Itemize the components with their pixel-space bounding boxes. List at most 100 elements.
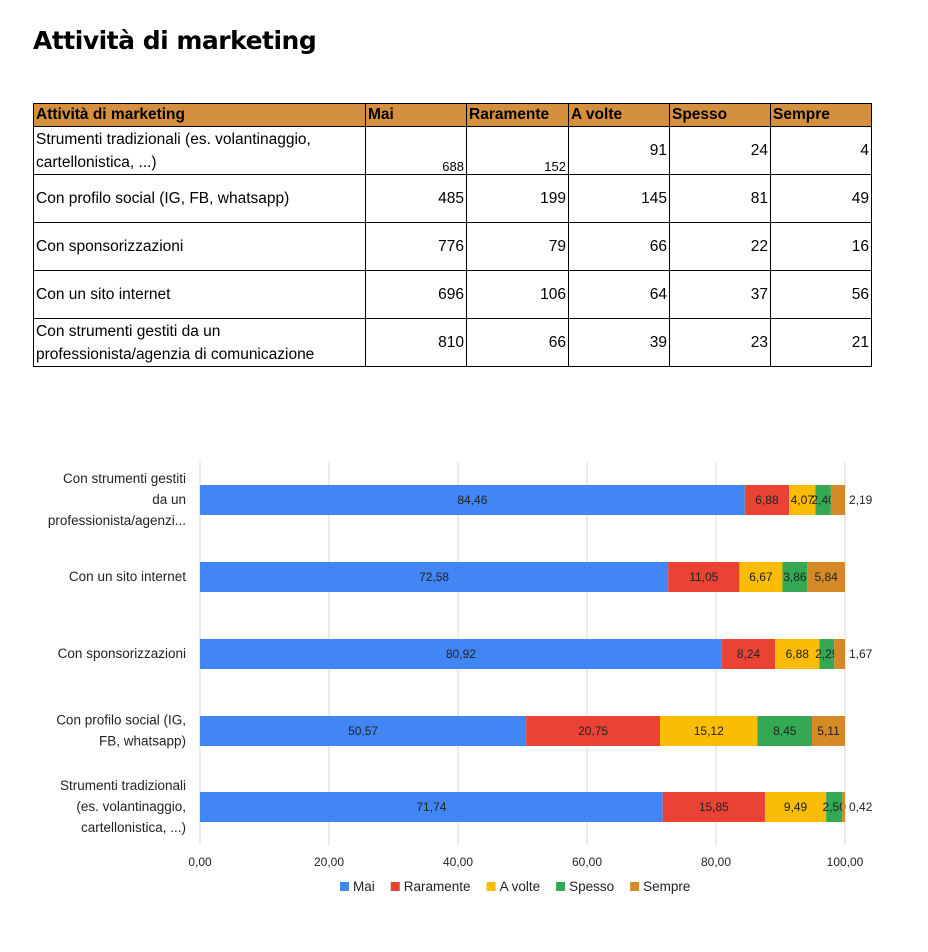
category-label: (es. volantinaggio, — [76, 799, 186, 814]
table-row: Strumenti tradizionali (es. volantinaggi… — [33, 126, 872, 175]
table-cell: 810 — [365, 318, 467, 367]
legend-swatch — [340, 882, 349, 891]
category-label: Con un sito internet — [69, 569, 186, 584]
legend-swatch — [556, 882, 566, 891]
data-label: 15,12 — [694, 724, 724, 738]
data-label: 2,50 — [823, 800, 847, 814]
data-label: 84,46 — [457, 493, 487, 507]
table-cell: 91 — [568, 126, 670, 175]
legend-label: Sempre — [643, 879, 690, 894]
page-title: Attività di marketing — [33, 26, 317, 55]
legend-label: Mai — [353, 879, 375, 894]
bar-segment-mai — [200, 716, 527, 746]
data-label: 6,67 — [749, 570, 773, 584]
table-cell: 49 — [770, 174, 872, 223]
data-label: 3,86 — [783, 570, 807, 584]
column-header: A volte — [568, 103, 670, 127]
data-label: 20,75 — [578, 724, 608, 738]
data-label: 2,29 — [815, 647, 839, 661]
table-cell: 64 — [568, 270, 670, 319]
bar-segment-a-volte — [764, 792, 827, 822]
table-row: Con strumenti gestiti da un professionist… — [33, 318, 872, 367]
table-cell: 4 — [770, 126, 872, 175]
bar-segment-mai — [200, 639, 722, 669]
table-cell: 688 — [365, 126, 467, 175]
table-header-row: Attività di marketing Mai Raramente A volte… — [33, 103, 872, 127]
data-label: 4,07 — [791, 493, 815, 507]
column-header: Sempre — [770, 103, 872, 127]
x-tick-label: 20,00 — [314, 855, 344, 869]
category-label: FB, whatsapp) — [99, 734, 186, 749]
data-label: 0,42 — [849, 800, 873, 814]
data-label: 6,88 — [786, 647, 810, 661]
table-row: Con profilo social (IG, FB, whatsapp) 485… — [33, 174, 872, 223]
table-row: Con sponsorizzazioni 776 79 66 22 16 — [33, 222, 872, 271]
bar-segment-a-volte — [789, 485, 816, 515]
data-label: 1,67 — [849, 647, 873, 661]
category-label: da un — [152, 492, 186, 507]
row-label: Con strumenti gestiti da un professionist… — [33, 318, 366, 367]
data-label: 15,85 — [699, 800, 729, 814]
bar-segment-mai — [200, 562, 669, 592]
row-label: Con profilo social (IG, FB, whatsapp) — [33, 174, 366, 223]
data-label: 72,58 — [419, 570, 449, 584]
data-table: Attività di marketing Mai Raramente A volte… — [33, 103, 872, 367]
bar-segment-raramente — [668, 562, 740, 592]
column-header: Raramente — [466, 103, 569, 127]
table-cell: 16 — [770, 222, 872, 271]
bar-segment-mai — [200, 485, 745, 515]
bar-segment-a-volte — [775, 639, 820, 669]
legend-label: Spesso — [569, 879, 614, 894]
table-cell: 485 — [365, 174, 467, 223]
table-cell: 21 — [770, 318, 872, 367]
x-tick-label: 80,00 — [701, 855, 731, 869]
bar-segment-spesso — [757, 716, 813, 746]
table-cell: 22 — [669, 222, 771, 271]
column-header: Spesso — [669, 103, 771, 127]
legend-swatch — [486, 882, 496, 891]
data-label: 50,57 — [348, 724, 378, 738]
row-label: Strumenti tradizionali (es. volantinaggi… — [33, 126, 366, 175]
row-label: Con sponsorizzazioni — [33, 222, 366, 271]
table-row: Con un sito internet 696 106 64 37 56 — [33, 270, 872, 319]
bar-segment-sempre — [812, 716, 845, 746]
data-label: 8,45 — [773, 724, 797, 738]
legend-label: Raramente — [404, 879, 471, 894]
legend-label: A volte — [500, 879, 541, 894]
data-label: 71,74 — [416, 800, 446, 814]
table-cell: 56 — [770, 270, 872, 319]
bar-segment-sempre — [807, 562, 845, 592]
data-label: 11,05 — [689, 570, 718, 584]
row-label: Con un sito internet — [33, 270, 366, 319]
bar-segment-a-volte — [739, 562, 783, 592]
category-label: Strumenti tradizionali — [60, 778, 186, 793]
data-label: 2,19 — [849, 493, 873, 507]
bar-segment-spesso — [815, 485, 831, 515]
legend-swatch — [390, 882, 400, 891]
table-cell: 145 — [568, 174, 670, 223]
bar-segment-spesso — [826, 792, 843, 822]
data-label: 5,84 — [814, 570, 838, 584]
data-label: 9,49 — [784, 800, 808, 814]
column-header: Mai — [365, 103, 467, 127]
table-cell: 106 — [466, 270, 569, 319]
table-cell: 37 — [669, 270, 771, 319]
bar-segment-sempre — [830, 485, 845, 515]
bar-segment-mai — [200, 792, 663, 822]
bar-segment-raramente — [744, 485, 790, 515]
data-label: 5,11 — [817, 724, 840, 738]
data-label: 80,92 — [446, 647, 476, 661]
data-label: 2,40 — [811, 493, 835, 507]
bar-segment-raramente — [721, 639, 776, 669]
table-cell: 776 — [365, 222, 467, 271]
data-label: 6,88 — [755, 493, 779, 507]
table-cell: 39 — [568, 318, 670, 367]
bar-segment-spesso — [819, 639, 835, 669]
category-label: Con profilo social (IG, — [56, 713, 186, 728]
x-tick-label: 0,00 — [188, 855, 212, 869]
table-cell: 79 — [466, 222, 569, 271]
table-cell: 23 — [669, 318, 771, 367]
bar-segment-raramente — [662, 792, 765, 822]
table-cell: 81 — [669, 174, 771, 223]
